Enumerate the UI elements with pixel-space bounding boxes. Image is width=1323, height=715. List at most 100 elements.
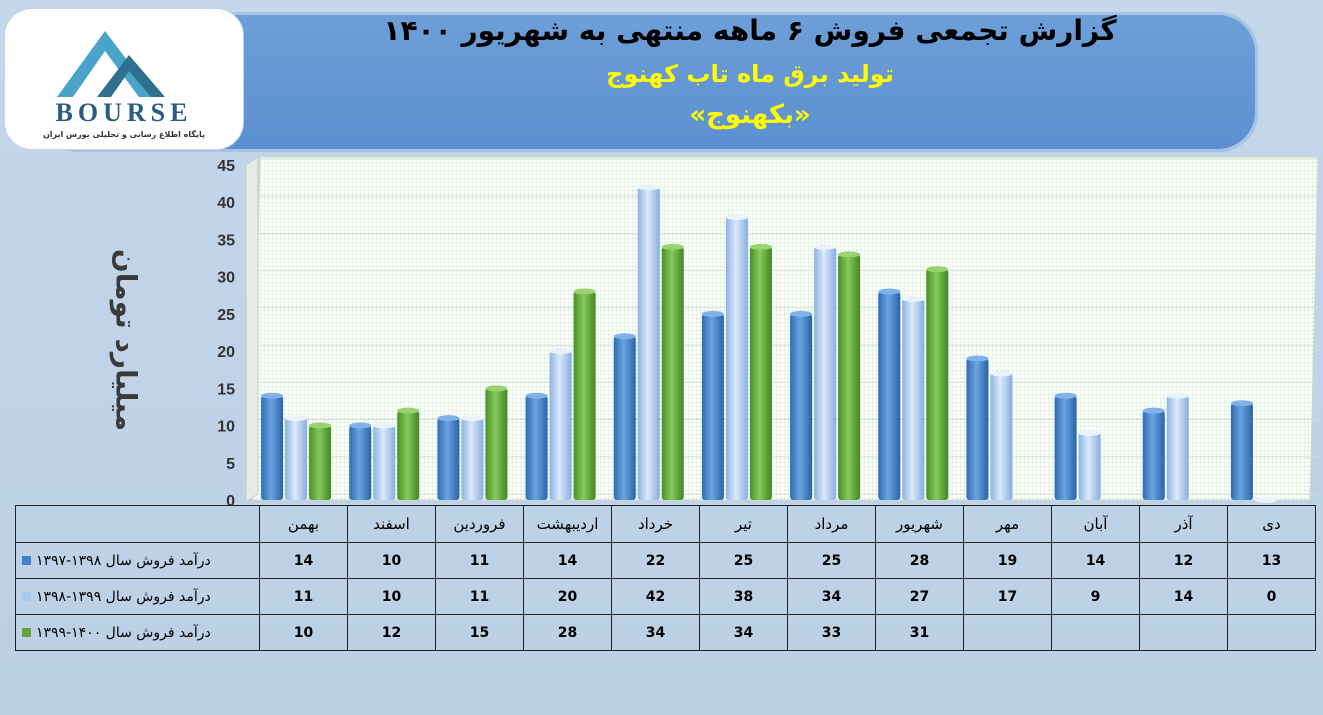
data-label: 22 [611,542,700,579]
data-label: 38 [699,578,788,615]
category-label: فروردین [435,505,524,543]
data-label: 28 [523,614,612,651]
category-label: اردیبهشت [523,505,612,543]
bar-cap [966,355,989,362]
bar-cap [485,385,508,392]
bar [261,395,284,500]
bar-cap [309,422,332,429]
bar-cap [878,288,901,295]
bar [725,217,748,500]
data-label: 10 [347,578,436,615]
bar [814,246,837,500]
bar [878,291,901,500]
bar-cap [373,422,396,429]
category-label: تیر [699,505,788,543]
legend-swatch [22,592,31,601]
bar [749,246,772,500]
bar [461,418,484,500]
y-tick-label: 20 [217,344,235,361]
bar [349,425,372,500]
data-label: 14 [1051,542,1140,579]
y-tick-label: 30 [217,270,235,287]
data-label: 11 [259,578,348,615]
bar [1054,395,1077,500]
data-label: 31 [875,614,964,651]
data-label: 25 [787,542,876,579]
bar-cap [261,392,284,399]
category-label: آذر [1139,505,1228,543]
category-label: مرداد [787,505,876,543]
legend-label: درآمد فروش سال ۱۴۰۰-۱۳۹۹ [36,624,211,641]
bar [285,418,308,500]
data-label: 0 [1227,578,1316,615]
y-tick-label: 45 [217,158,235,175]
bar [549,351,572,500]
category-label: شهریور [875,505,964,543]
bar [966,358,989,500]
bar-cap [990,370,1013,377]
category-label: آبان [1051,505,1140,543]
category-label: اسفند [347,505,436,543]
ticker-symbol: «بکهنوج» [689,100,811,130]
bar [790,313,813,500]
bar-cap [1054,392,1077,399]
data-label: 14 [1139,578,1228,615]
y-tick-label: 40 [217,195,235,212]
bar-cap [838,251,861,258]
data-label: 12 [347,614,436,651]
bar-cap [701,310,724,317]
bar [437,418,460,500]
bar [309,425,332,500]
bar [613,336,636,500]
bar-cap [1254,497,1277,503]
data-label [1227,614,1316,651]
bar-cap [926,266,949,273]
data-label: 14 [259,542,348,579]
bar-cap [573,288,596,295]
bar-cap [790,310,813,317]
bar-cap [437,415,460,422]
data-label: 25 [699,542,788,579]
bar-cap [397,407,420,414]
bar [373,425,396,500]
bar [397,410,420,500]
category-label: خرداد [611,505,700,543]
bar-cap [1078,430,1101,436]
data-label: 42 [611,578,700,615]
bar [573,291,596,500]
bourse-logo-mark: BOURSE پایگاه اطلاع رسانی و تحلیلی بورس … [43,31,205,140]
bar [990,373,1013,500]
bar-chart: 0 5 10 15 20 25 30 35 40 45 [217,156,1319,510]
data-table: بهمن اسفند فروردین اردیبهشت خرداد تیر مرداد شهر… [15,505,1316,651]
data-label: 27 [875,578,964,615]
bar [838,254,861,500]
legend-entry: درآمد فروش سال ۱۳۹۸-۱۳۹۷ [15,542,260,579]
y-axis-label: میلیارد تومان [109,248,143,432]
bar-cap [725,214,748,221]
category-label: دی [1227,505,1316,543]
data-label: 20 [523,578,612,615]
plot-side-wall [245,156,259,503]
table-header-row: بهمن اسفند فروردین اردیبهشت خرداد تیر مرداد شهر… [15,505,1316,543]
table-row: درآمد فروش سال ۱۴۰۰-۱۳۹۹ 10 12 15 28 34 34 33 31 [15,614,1316,651]
data-label: 34 [787,578,876,615]
legend-swatch [22,628,31,637]
bar-cap [461,415,484,422]
bar [637,187,660,501]
data-label: 11 [435,542,524,579]
data-label: 9 [1051,578,1140,615]
y-tick-label: 10 [217,419,235,436]
bar-cap [1166,392,1189,399]
legend-label: درآمد فروش سال ۱۳۹۹-۱۳۹۸ [36,588,211,605]
table-row: درآمد فروش سال ۱۳۹۹-۱۳۹۸ 11 10 11 20 42 38 34 27… [15,578,1316,615]
data-label: 11 [435,578,524,615]
data-label: 12 [1139,542,1228,579]
bar-cap [1142,407,1165,414]
bourse-logo: BOURSE پایگاه اطلاع رسانی و تحلیلی بورس … [4,8,244,150]
y-tick-label: 0 [226,493,235,510]
bar-cap [637,184,660,191]
bar [661,246,684,500]
bar-cap [749,243,772,250]
data-label: 28 [875,542,964,579]
company-name: تولید برق ماه تاب کهنوج [606,60,894,88]
